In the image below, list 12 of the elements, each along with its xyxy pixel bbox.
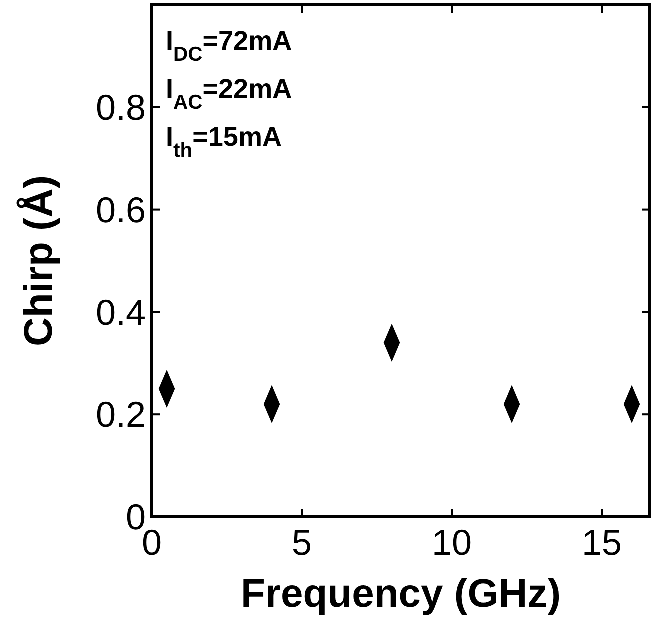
annotation: I$_{DC}$=72mA bbox=[166, 26, 292, 66]
y-tick-label: 0.6 bbox=[96, 189, 146, 230]
x-tick-label: 10 bbox=[432, 522, 472, 563]
y-tick-label: 0.4 bbox=[96, 292, 146, 333]
x-axis-title: Frequency (GHz) bbox=[240, 572, 562, 616]
y-tick-label: 0.2 bbox=[96, 394, 146, 436]
x-tick-label: 15 bbox=[582, 522, 622, 563]
annotation: I$_{AC}$=22mA bbox=[166, 74, 292, 114]
x-tick-label: 5 bbox=[292, 522, 312, 563]
y-axis-title: Chirp (Å) bbox=[16, 175, 61, 347]
y-tick-label: 0.8 bbox=[96, 87, 146, 128]
annotation: I$_{th}$=15mA bbox=[166, 122, 282, 162]
